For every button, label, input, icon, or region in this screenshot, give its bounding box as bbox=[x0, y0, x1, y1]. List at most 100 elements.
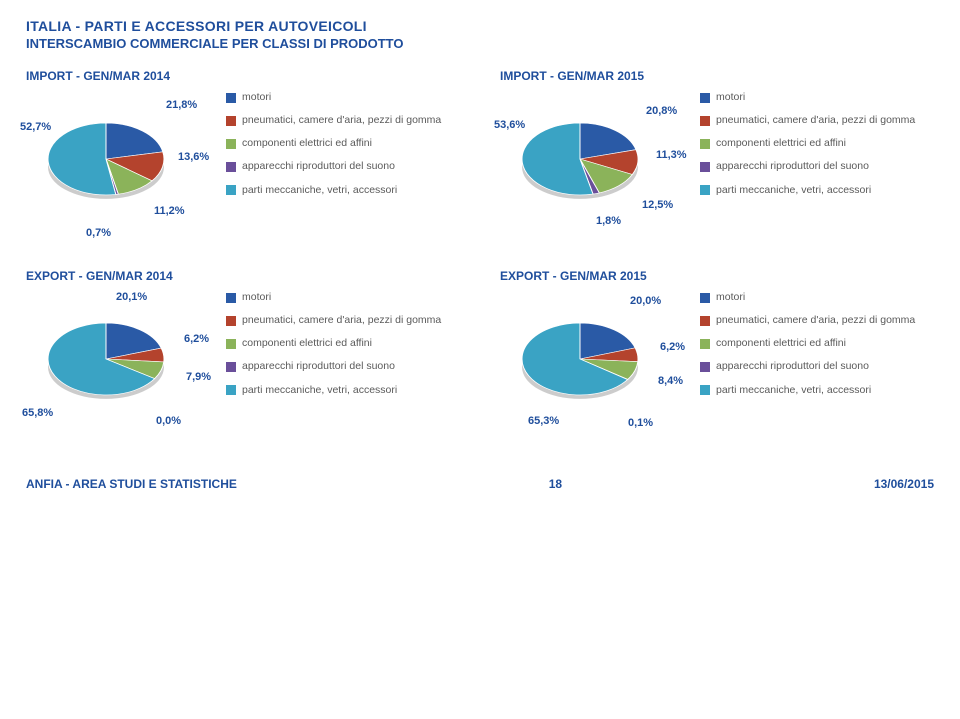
slice-label: 1,8% bbox=[596, 215, 621, 227]
legend-swatch bbox=[700, 316, 710, 326]
footer-center: 18 bbox=[549, 477, 562, 491]
slice-label: 20,1% bbox=[116, 291, 147, 303]
slice-label: 7,9% bbox=[186, 371, 211, 383]
row-exports: EXPORT - GEN/MAR 2014 20,1% 6,2% 7,9% 0,0% 6… bbox=[26, 269, 934, 441]
slice-label: 21,8% bbox=[166, 99, 197, 111]
panel-title: EXPORT - GEN/MAR 2014 bbox=[26, 269, 460, 283]
legend-label: pneumatici, camere d'aria, pezzi di gomm… bbox=[242, 114, 441, 127]
slice-label: 20,0% bbox=[630, 295, 661, 307]
legend-swatch bbox=[226, 116, 236, 126]
legend-swatch bbox=[226, 162, 236, 172]
legend-item-pneu: pneumatici, camere d'aria, pezzi di gomm… bbox=[700, 114, 934, 127]
slice-label: 6,2% bbox=[184, 333, 209, 345]
panel-export-2014: EXPORT - GEN/MAR 2014 20,1%6,2%7,9%0,0%6… bbox=[26, 269, 460, 441]
legend-item-comp: componenti elettrici ed affini bbox=[226, 337, 460, 350]
legend-item-comp: componenti elettrici ed affini bbox=[700, 337, 934, 350]
row-imports: IMPORT - GEN/MAR 2014 21,8% 13,6% 11,2% 0,7… bbox=[26, 69, 934, 241]
panel-title: EXPORT - GEN/MAR 2015 bbox=[500, 269, 934, 283]
slice-label: 65,3% bbox=[528, 415, 559, 427]
legend-label: parti meccaniche, vetri, accessori bbox=[716, 384, 871, 397]
slice-label: 0,0% bbox=[156, 415, 181, 427]
panel-title: IMPORT - GEN/MAR 2014 bbox=[26, 69, 460, 83]
footer-left: ANFIA - AREA STUDI E STATISTICHE bbox=[26, 477, 237, 491]
legend-item-appa: apparecchi riproduttori del suono bbox=[226, 160, 460, 173]
legend-item-comp: componenti elettrici ed affini bbox=[226, 137, 460, 150]
slice-label: 6,2% bbox=[660, 341, 685, 353]
legend-label: motori bbox=[242, 91, 271, 104]
pie-chart: 21,8%13,6%11,2%0,7%52,7% bbox=[26, 91, 216, 241]
page-title-1: ITALIA - PARTI E ACCESSORI PER AUTOVEICO… bbox=[26, 18, 934, 34]
slice-label: 11,2% bbox=[154, 205, 185, 217]
legend-label: parti meccaniche, vetri, accessori bbox=[242, 384, 397, 397]
chart-legend: motori pneumatici, camere d'aria, pezzi d… bbox=[226, 91, 460, 207]
legend-item-comp: componenti elettrici ed affini bbox=[700, 137, 934, 150]
legend-label: motori bbox=[716, 291, 745, 304]
slice-label: 13,6% bbox=[178, 151, 209, 163]
legend-label: componenti elettrici ed affini bbox=[242, 137, 372, 150]
slice-label: 65,8% bbox=[22, 407, 53, 419]
legend-swatch bbox=[226, 385, 236, 395]
legend-swatch bbox=[700, 185, 710, 195]
legend-swatch bbox=[226, 185, 236, 195]
slice-label: 8,4% bbox=[658, 375, 683, 387]
legend-item-pneu: pneumatici, camere d'aria, pezzi di gomm… bbox=[226, 114, 460, 127]
legend-swatch bbox=[700, 293, 710, 303]
legend-label: componenti elettrici ed affini bbox=[716, 337, 846, 350]
legend-swatch bbox=[226, 139, 236, 149]
legend-swatch bbox=[700, 362, 710, 372]
slice-label: 11,3% bbox=[656, 149, 687, 161]
legend-swatch bbox=[700, 116, 710, 126]
panel-import-2014: IMPORT - GEN/MAR 2014 21,8% 13,6% 11,2% 0,7… bbox=[26, 69, 460, 241]
legend-swatch bbox=[700, 339, 710, 349]
legend-label: pneumatici, camere d'aria, pezzi di gomm… bbox=[716, 114, 915, 127]
legend-item-appa: apparecchi riproduttori del suono bbox=[700, 360, 934, 373]
legend-label: pneumatici, camere d'aria, pezzi di gomm… bbox=[716, 314, 915, 327]
legend-item-appa: apparecchi riproduttori del suono bbox=[226, 360, 460, 373]
legend-label: apparecchi riproduttori del suono bbox=[716, 360, 869, 373]
slice-label: 0,7% bbox=[86, 227, 111, 239]
legend-item-parti: parti meccaniche, vetri, accessori bbox=[700, 384, 934, 397]
chart-legend: motori pneumatici, camere d'aria, pezzi d… bbox=[700, 291, 934, 407]
legend-swatch bbox=[700, 93, 710, 103]
legend-item-parti: parti meccaniche, vetri, accessori bbox=[226, 384, 460, 397]
legend-item-motori: motori bbox=[700, 91, 934, 104]
legend-label: componenti elettrici ed affini bbox=[242, 337, 372, 350]
legend-swatch bbox=[226, 93, 236, 103]
page-title-2: INTERSCAMBIO COMMERCIALE PER CLASSI DI P… bbox=[26, 36, 934, 51]
pie-chart: 20,8%11,3%12,5%1,8%53,6% bbox=[500, 91, 690, 241]
legend-swatch bbox=[700, 385, 710, 395]
chart-legend: motori pneumatici, camere d'aria, pezzi d… bbox=[700, 91, 934, 207]
legend-label: motori bbox=[242, 291, 271, 304]
footer-right: 13/06/2015 bbox=[874, 477, 934, 491]
legend-label: apparecchi riproduttori del suono bbox=[242, 360, 395, 373]
legend-item-appa: apparecchi riproduttori del suono bbox=[700, 160, 934, 173]
legend-label: componenti elettrici ed affini bbox=[716, 137, 846, 150]
slice-label: 12,5% bbox=[642, 199, 673, 211]
legend-swatch bbox=[226, 362, 236, 372]
legend-label: parti meccaniche, vetri, accessori bbox=[716, 184, 871, 197]
pie-chart: 20,0% 6,2% 8,4% 0,1% 65,3% bbox=[500, 291, 690, 441]
page-footer: ANFIA - AREA STUDI E STATISTICHE 18 13/0… bbox=[26, 477, 934, 491]
legend-item-motori: motori bbox=[226, 91, 460, 104]
slice-label: 20,8% bbox=[646, 105, 677, 117]
legend-swatch bbox=[226, 316, 236, 326]
legend-label: motori bbox=[716, 91, 745, 104]
legend-item-motori: motori bbox=[226, 291, 460, 304]
legend-swatch bbox=[226, 293, 236, 303]
legend-item-parti: parti meccaniche, vetri, accessori bbox=[226, 184, 460, 197]
slice-label: 52,7% bbox=[20, 121, 51, 133]
pie-chart: 20,1%6,2%7,9%0,0%65,8% bbox=[26, 291, 216, 441]
legend-item-pneu: pneumatici, camere d'aria, pezzi di gomm… bbox=[700, 314, 934, 327]
legend-item-motori: motori bbox=[700, 291, 934, 304]
legend-item-pneu: pneumatici, camere d'aria, pezzi di gomm… bbox=[226, 314, 460, 327]
panel-title: IMPORT - GEN/MAR 2015 bbox=[500, 69, 934, 83]
panel-export-2015: EXPORT - GEN/MAR 2015 20,0% 6,2% 8,4% 0,1% 6… bbox=[500, 269, 934, 441]
slice-label: 53,6% bbox=[494, 119, 525, 131]
legend-label: apparecchi riproduttori del suono bbox=[242, 160, 395, 173]
chart-legend: motori pneumatici, camere d'aria, pezzi d… bbox=[226, 291, 460, 407]
legend-swatch bbox=[700, 139, 710, 149]
slice-label: 0,1% bbox=[628, 417, 653, 429]
legend-label: parti meccaniche, vetri, accessori bbox=[242, 184, 397, 197]
panel-import-2015: IMPORT - GEN/MAR 2015 20,8% 11,3% 12,5% 1,8… bbox=[500, 69, 934, 241]
legend-swatch bbox=[226, 339, 236, 349]
